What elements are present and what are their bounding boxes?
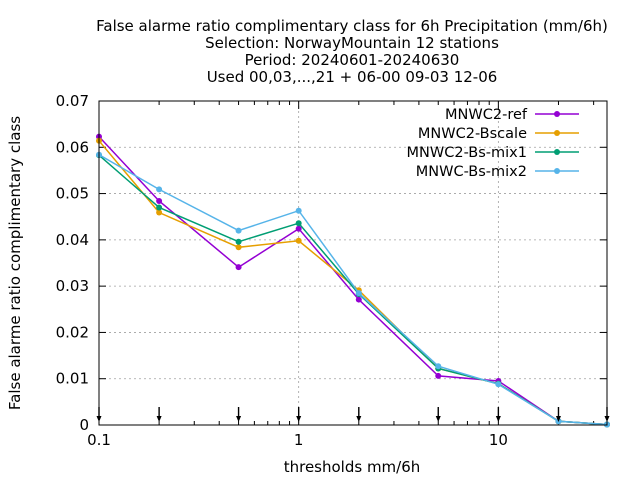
series-line-3 bbox=[98, 154, 608, 426]
title-line-3: Period: 20240601-20240630 bbox=[245, 51, 460, 69]
series-point-4 bbox=[156, 186, 163, 193]
series-point-1 bbox=[235, 264, 242, 271]
legend-label-1: MNWC2-ref bbox=[445, 107, 528, 123]
series-line-2 bbox=[98, 140, 608, 426]
y-tick-label: 0.04 bbox=[56, 231, 89, 249]
series-point-4 bbox=[295, 207, 302, 214]
series-point-4 bbox=[435, 363, 442, 370]
title-line-4: Used 00,03,...,21 + 06-00 09-03 12-06 bbox=[207, 68, 498, 86]
series-point-2 bbox=[235, 244, 242, 251]
x-tick-label: 1 bbox=[294, 431, 304, 449]
series-point-1 bbox=[435, 372, 442, 379]
x-tick-label: 0.1 bbox=[87, 431, 111, 449]
plot-frame bbox=[98, 100, 608, 426]
series-point-3 bbox=[156, 204, 163, 211]
legend-label-4: MNWC-Bs-mix2 bbox=[416, 164, 527, 180]
series-point-4 bbox=[495, 381, 502, 388]
y-tick-label: 0.06 bbox=[56, 138, 89, 156]
grid-lines bbox=[99, 101, 607, 425]
event-marker-head bbox=[156, 416, 162, 422]
y-tick-label: 0 bbox=[79, 416, 89, 434]
y-tick-label: 0.05 bbox=[56, 185, 89, 203]
chart-title: False alarme ratio complimentary class f… bbox=[96, 17, 608, 86]
legend-label-3: MNWC2-Bs-mix1 bbox=[407, 145, 527, 161]
series-point-2 bbox=[156, 209, 163, 216]
series-point-1 bbox=[156, 197, 163, 204]
y-tick-label: 0.01 bbox=[56, 370, 89, 388]
title-line-1: False alarme ratio complimentary class f… bbox=[96, 17, 608, 35]
event-markers bbox=[96, 407, 610, 422]
legend-marker-4 bbox=[554, 168, 560, 174]
series-line-1 bbox=[98, 136, 608, 426]
event-marker-head bbox=[296, 416, 302, 422]
series-point-2 bbox=[295, 237, 302, 244]
y-tick-label: 0.07 bbox=[56, 92, 89, 110]
event-marker-head bbox=[236, 416, 242, 422]
series-point-4 bbox=[355, 290, 362, 297]
series-group bbox=[96, 133, 610, 428]
event-marker-head bbox=[435, 416, 441, 422]
event-marker-head bbox=[555, 416, 561, 422]
series-point-3 bbox=[235, 238, 242, 245]
series-point-3 bbox=[295, 220, 302, 227]
y-axis-label: False alarme ratio complimentary class bbox=[6, 116, 24, 410]
y-tick-label: 0.02 bbox=[56, 323, 89, 341]
legend-marker-2 bbox=[554, 130, 560, 136]
event-marker-head bbox=[495, 416, 501, 422]
x-tick-label: 10 bbox=[489, 431, 508, 449]
series-point-1 bbox=[295, 225, 302, 232]
series-line-4 bbox=[98, 154, 608, 426]
legend: MNWC2-ref MNWC2-Bscale MNWC2-Bs-mix1 MNWC-B… bbox=[407, 107, 579, 180]
y-tick-label: 0.03 bbox=[56, 277, 89, 295]
axis-ticks: 0 0.01 0.02 0.03 0.04 0.05 0.06 0.07 0.1 1 10 bbox=[56, 92, 607, 449]
title-line-2: Selection: NorwayMountain 12 stations bbox=[205, 34, 499, 52]
legend-label-2: MNWC2-Bscale bbox=[418, 126, 527, 142]
series-point-4 bbox=[235, 227, 242, 234]
x-axis-label: thresholds mm/6h bbox=[284, 458, 421, 476]
series-point-1 bbox=[355, 296, 362, 303]
legend-marker-1 bbox=[554, 111, 560, 117]
event-marker-head bbox=[356, 416, 362, 422]
legend-marker-3 bbox=[554, 149, 560, 155]
